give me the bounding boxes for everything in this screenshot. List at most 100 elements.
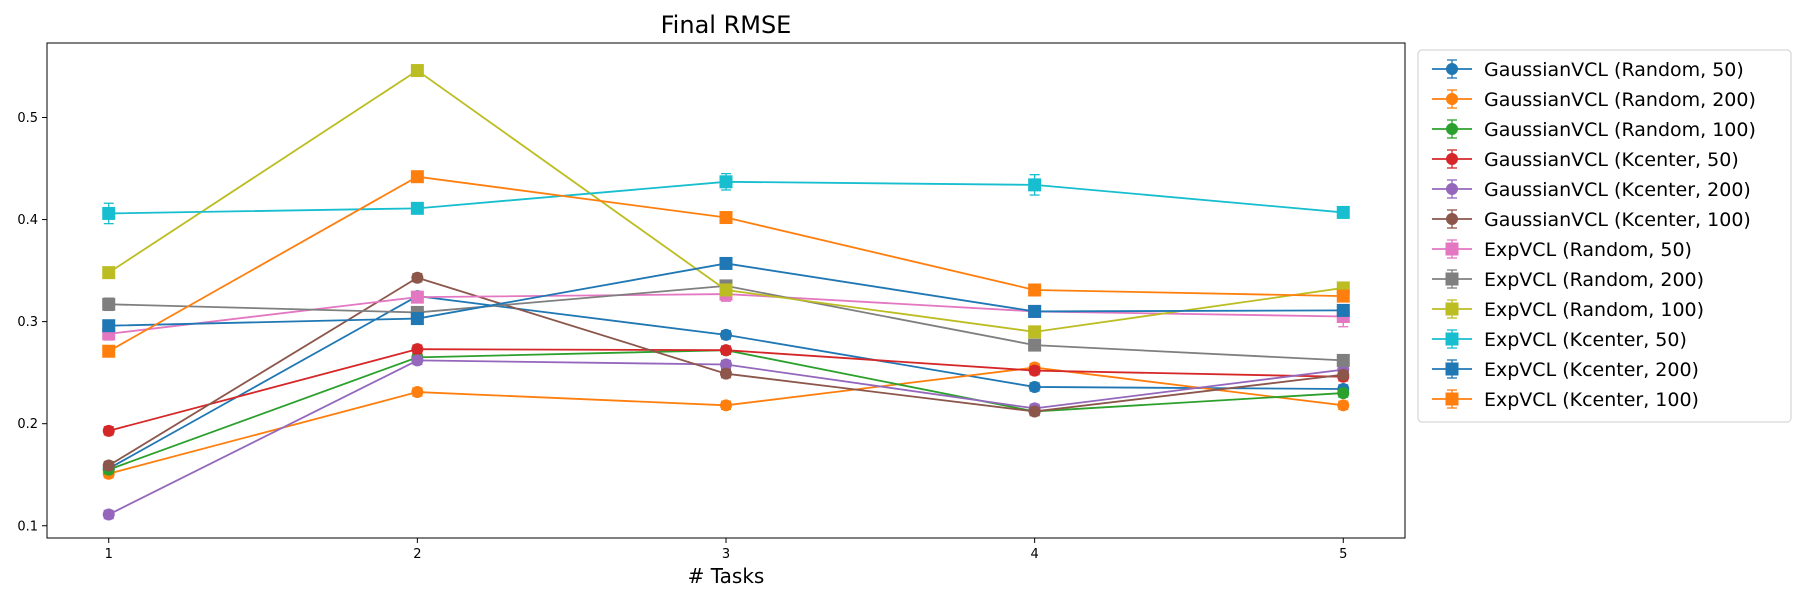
- data-point: [410, 64, 424, 78]
- data-point: [720, 328, 732, 341]
- data-point: [720, 399, 732, 412]
- y-tick-label: 0.3: [17, 315, 38, 330]
- data-point: [720, 344, 732, 357]
- data-point: [1028, 380, 1041, 393]
- legend-marker: [1446, 123, 1458, 135]
- x-tick-label: 3: [722, 547, 730, 562]
- data-point: [719, 175, 733, 189]
- data-point: [411, 354, 424, 367]
- series-9: [102, 64, 1350, 339]
- legend-item: GaussianVCL (Kcenter, 200): [1432, 179, 1751, 201]
- x-tick-label: 2: [413, 547, 421, 562]
- data-point: [1336, 205, 1350, 219]
- legend-item: GaussianVCL (Kcenter, 100): [1432, 209, 1751, 231]
- legend-marker: [1446, 213, 1458, 225]
- data-point: [720, 358, 732, 371]
- series-10: [102, 172, 1350, 225]
- legend-marker: [1445, 332, 1459, 346]
- data-point: [102, 297, 116, 311]
- legend-label: ExpVCL (Kcenter, 200): [1484, 359, 1699, 381]
- series-6: [102, 271, 1350, 472]
- data-point: [102, 319, 116, 333]
- data-point: [719, 283, 733, 297]
- legend-marker: [1445, 392, 1459, 406]
- legend-marker: [1446, 93, 1458, 105]
- legend-label: ExpVCL (Random, 100): [1484, 299, 1704, 321]
- data-point: [1028, 338, 1042, 352]
- legend-marker: [1446, 183, 1458, 195]
- legend-label: GaussianVCL (Kcenter, 200): [1484, 179, 1751, 201]
- plot-area: [102, 64, 1350, 521]
- data-point: [102, 344, 116, 358]
- legend-marker: [1446, 153, 1458, 165]
- y-tick-label: 0.4: [17, 213, 38, 228]
- data-point: [719, 211, 733, 225]
- legend-label: ExpVCL (Random, 50): [1484, 239, 1692, 261]
- x-tick-label: 5: [1339, 547, 1347, 562]
- legend-label: ExpVCL (Random, 200): [1484, 269, 1704, 291]
- legend-marker: [1445, 302, 1459, 316]
- data-point: [410, 290, 424, 304]
- data-point: [102, 508, 115, 521]
- legend-label: GaussianVCL (Kcenter, 100): [1484, 209, 1751, 231]
- data-point: [411, 343, 424, 356]
- x-tick-label: 4: [1030, 547, 1038, 562]
- legend-item: ExpVCL (Kcenter, 200): [1432, 359, 1699, 381]
- data-point: [1028, 325, 1042, 339]
- legend-frame: [1417, 49, 1792, 423]
- x-axis: 1 2 3 4 5: [105, 538, 1347, 562]
- data-point: [1028, 304, 1042, 318]
- legend: GaussianVCL (Random, 50) GaussianVCL (Ran…: [1417, 49, 1792, 423]
- legend-marker: [1445, 272, 1459, 286]
- chart-title: Final RMSE: [661, 11, 792, 39]
- legend-item: GaussianVCL (Random, 200): [1432, 89, 1756, 111]
- legend-marker: [1446, 63, 1458, 75]
- data-point: [102, 424, 115, 437]
- series-12: [102, 170, 1350, 358]
- series-line: [108, 366, 1344, 475]
- data-point: [719, 256, 733, 270]
- y-tick-label: 0.2: [17, 417, 38, 432]
- legend-item: ExpVCL (Random, 100): [1432, 299, 1704, 321]
- data-point: [102, 266, 116, 280]
- data-point: [1028, 178, 1042, 192]
- legend-item: GaussianVCL (Kcenter, 50): [1432, 149, 1739, 171]
- y-tick-label: 0.1: [17, 519, 38, 534]
- data-point: [1336, 289, 1350, 303]
- legend-label: GaussianVCL (Random, 50): [1484, 59, 1744, 81]
- data-point: [1337, 368, 1350, 381]
- data-point: [102, 206, 116, 220]
- data-point: [1028, 364, 1041, 377]
- legend-item: GaussianVCL (Random, 100): [1432, 119, 1756, 141]
- y-axis: 0.1 0.2 0.3 0.4 0.5: [17, 111, 47, 534]
- data-point: [410, 201, 424, 215]
- legend-item: ExpVCL (Kcenter, 50): [1432, 329, 1687, 351]
- data-point: [1028, 405, 1041, 418]
- data-point: [720, 367, 732, 380]
- series-11: [102, 256, 1350, 333]
- data-point: [1336, 353, 1350, 367]
- data-point: [1336, 303, 1350, 317]
- series-4: [102, 343, 1350, 437]
- legend-item: GaussianVCL (Random, 50): [1432, 59, 1744, 81]
- x-tick-label: 1: [105, 547, 113, 562]
- data-point: [102, 459, 115, 472]
- data-point: [1028, 283, 1042, 297]
- y-tick-label: 0.5: [17, 111, 38, 126]
- data-point: [1337, 387, 1350, 400]
- x-axis-title: # Tasks: [688, 564, 765, 588]
- legend-label: GaussianVCL (Kcenter, 50): [1484, 149, 1739, 171]
- legend-label: GaussianVCL (Random, 200): [1484, 89, 1756, 111]
- data-point: [411, 271, 424, 284]
- legend-label: ExpVCL (Kcenter, 50): [1484, 329, 1687, 351]
- data-point: [1337, 399, 1350, 412]
- data-point: [411, 386, 424, 399]
- legend-label: ExpVCL (Kcenter, 100): [1484, 389, 1699, 411]
- data-point: [410, 170, 424, 184]
- legend-marker: [1445, 362, 1459, 376]
- legend-item: ExpVCL (Kcenter, 100): [1432, 389, 1699, 411]
- legend-item: ExpVCL (Random, 50): [1432, 239, 1692, 261]
- legend-marker: [1445, 242, 1459, 256]
